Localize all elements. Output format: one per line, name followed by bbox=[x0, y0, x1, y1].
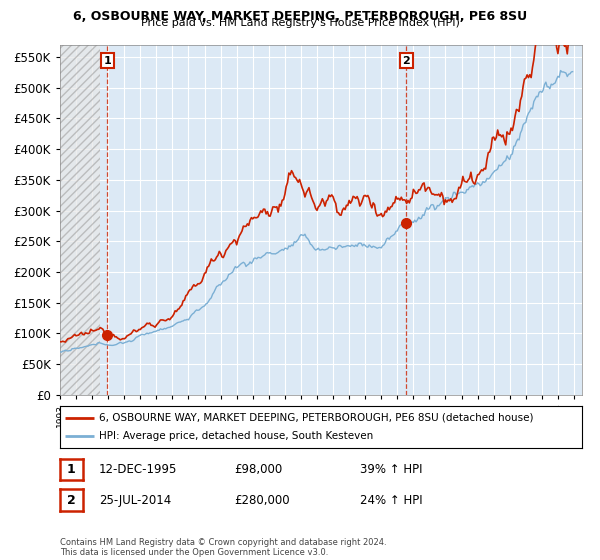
Text: 12-DEC-1995: 12-DEC-1995 bbox=[99, 463, 178, 476]
Text: 6, OSBOURNE WAY, MARKET DEEPING, PETERBOROUGH, PE6 8SU: 6, OSBOURNE WAY, MARKET DEEPING, PETERBO… bbox=[73, 10, 527, 22]
Text: Contains HM Land Registry data © Crown copyright and database right 2024.
This d: Contains HM Land Registry data © Crown c… bbox=[60, 538, 386, 557]
Text: Price paid vs. HM Land Registry's House Price Index (HPI): Price paid vs. HM Land Registry's House … bbox=[140, 18, 460, 29]
Text: 6, OSBOURNE WAY, MARKET DEEPING, PETERBOROUGH, PE6 8SU (detached house): 6, OSBOURNE WAY, MARKET DEEPING, PETERBO… bbox=[99, 413, 533, 423]
Text: £280,000: £280,000 bbox=[234, 493, 290, 507]
Text: 1: 1 bbox=[67, 463, 76, 476]
Text: 2: 2 bbox=[403, 55, 410, 66]
Text: 24% ↑ HPI: 24% ↑ HPI bbox=[360, 493, 422, 507]
Text: HPI: Average price, detached house, South Kesteven: HPI: Average price, detached house, Sout… bbox=[99, 431, 373, 441]
Text: 2: 2 bbox=[67, 493, 76, 507]
Text: 25-JUL-2014: 25-JUL-2014 bbox=[99, 493, 171, 507]
Text: 39% ↑ HPI: 39% ↑ HPI bbox=[360, 463, 422, 476]
Text: £98,000: £98,000 bbox=[234, 463, 282, 476]
Text: 1: 1 bbox=[104, 55, 111, 66]
